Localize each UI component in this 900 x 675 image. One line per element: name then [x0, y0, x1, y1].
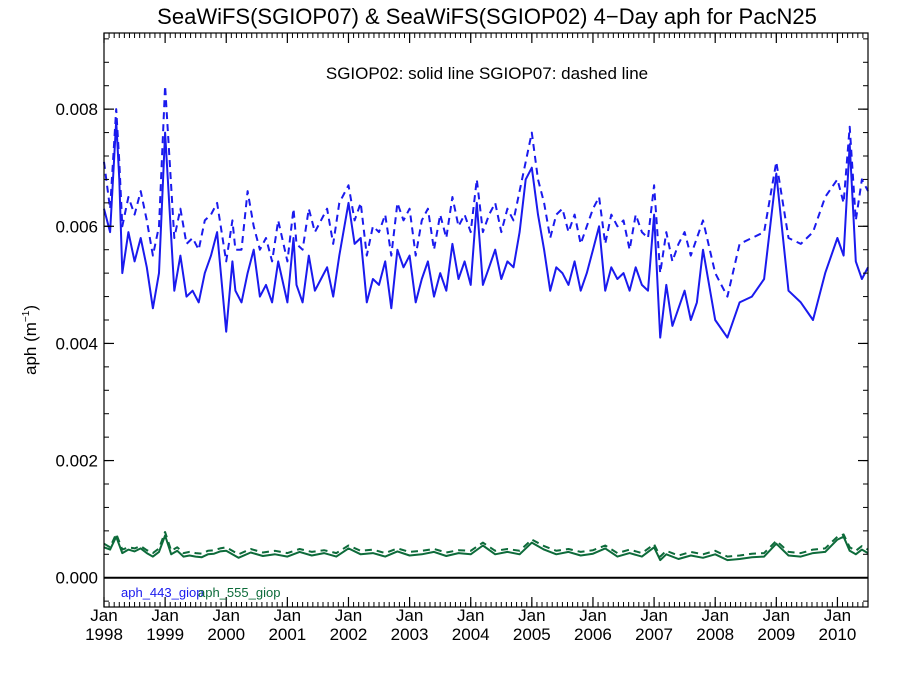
y-axis-label-sup: −1	[21, 310, 32, 322]
x-tick-label-month: Jan	[701, 606, 728, 625]
x-tick-label-year: 1998	[85, 625, 123, 644]
series-line-aph_443_giop-dashed	[103, 84, 869, 298]
x-tick-label-month: Jan	[151, 606, 178, 625]
series-line-aph_555_giop-solid	[103, 534, 869, 562]
x-tick-label-year: 2003	[391, 625, 429, 644]
y-tick-label: 0.000	[55, 569, 98, 588]
y-tick-label: 0.008	[55, 100, 98, 119]
plot-series	[103, 84, 869, 562]
x-tick-label-year: 2001	[268, 625, 306, 644]
x-tick-label-month: Jan	[90, 606, 117, 625]
x-tick-label-year: 2006	[574, 625, 612, 644]
x-tick-label-year: 2007	[635, 625, 673, 644]
y-axis-label-close: )	[21, 305, 40, 311]
y-tick-label: 0.006	[55, 217, 98, 236]
chart-annotation: SGIOP02: solid line SGIOP07: dashed line	[326, 64, 648, 83]
series-line-aph_555_giop-dashed	[103, 531, 869, 558]
svg-text:aph (m−1): aph (m−1)	[21, 305, 40, 375]
x-tick-label-month: Jan	[640, 606, 667, 625]
x-tick-label-year: 2009	[757, 625, 795, 644]
y-tick-label: 0.004	[55, 334, 98, 353]
x-tick-label-month: Jan	[213, 606, 240, 625]
series-line-aph_443_giop-solid	[103, 119, 869, 339]
x-tick-label-month: Jan	[396, 606, 423, 625]
x-tick-label-month: Jan	[518, 606, 545, 625]
x-tick-label-year: 1999	[146, 625, 184, 644]
x-tick-label-year: 2010	[819, 625, 857, 644]
x-tick-label-month: Jan	[763, 606, 790, 625]
y-axis-label-main: aph (m	[21, 322, 40, 375]
x-tick-label-month: Jan	[274, 606, 301, 625]
plot-axes: 0.0000.0020.0040.0060.008Jan1998Jan1999J…	[55, 32, 869, 644]
x-tick-label-month: Jan	[579, 606, 606, 625]
x-tick-label-month: Jan	[335, 606, 362, 625]
x-tick-label-year: 2002	[330, 625, 368, 644]
legend-label-aph_555_giop: aph_555_giop	[198, 585, 280, 600]
y-axis-label: aph (m−1)	[21, 305, 40, 375]
x-tick-label-month: Jan	[824, 606, 851, 625]
x-tick-label-month: Jan	[457, 606, 484, 625]
x-tick-label-year: 2005	[513, 625, 551, 644]
chart-title: SeaWiFS(SGIOP07) & SeaWiFS(SGIOP02) 4−Da…	[157, 4, 817, 29]
x-tick-label-year: 2000	[207, 625, 245, 644]
legend-label-aph_443_giop: aph_443_giop	[121, 585, 203, 600]
x-tick-label-year: 2004	[452, 625, 490, 644]
y-tick-label: 0.002	[55, 452, 98, 471]
x-tick-label-year: 2008	[696, 625, 734, 644]
plot-frame	[103, 32, 869, 608]
